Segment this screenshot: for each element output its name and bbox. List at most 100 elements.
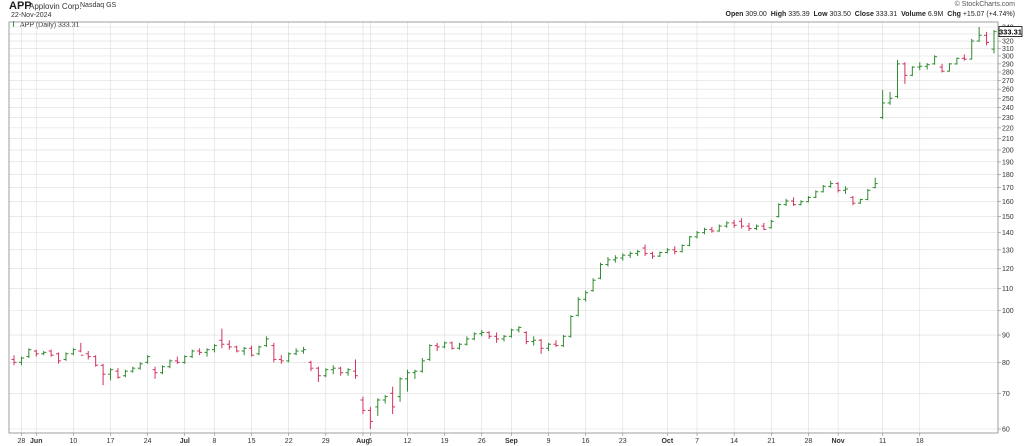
change-value: +15.07 (+4.74%) (962, 11, 1015, 18)
ohlc-bar (598, 262, 604, 280)
ohlc-bar (263, 336, 269, 347)
x-tick-label: 7 (695, 438, 699, 445)
ohlc-bar (18, 356, 24, 366)
y-tick-label: 280 (1002, 69, 1014, 76)
x-tick-label: 26 (478, 438, 486, 445)
ohlc-bar (813, 190, 819, 199)
x-tick-label: 12 (404, 438, 412, 445)
ohlc-bar (397, 377, 403, 402)
volume-label: Volume (901, 11, 926, 18)
ticker-symbol: APP (9, 0, 32, 12)
high-label: High (770, 11, 787, 18)
ohlc-bar (278, 355, 284, 364)
ohlc-bar (538, 338, 544, 354)
ohlc-bar (375, 398, 381, 416)
ohlc-bar (345, 368, 351, 376)
ohlc-bar (568, 315, 574, 338)
x-tick-label: 23 (619, 438, 627, 445)
ohlc-bar (26, 348, 32, 359)
ohlc-bar (969, 38, 975, 60)
ohlc-bar (353, 359, 359, 379)
ohlc-bar (605, 257, 611, 267)
y-tick-label: 210 (1002, 136, 1014, 143)
ohlc-bar (471, 332, 477, 341)
ohlc-bar (746, 222, 752, 231)
last-price-box (998, 26, 1023, 38)
ohlc-bar-icon (13, 21, 18, 27)
y-tick-label: 150 (1002, 214, 1014, 221)
ohlc-bar (100, 363, 106, 386)
ohlc-bar (961, 54, 967, 61)
y-tick-label: 320 (1002, 39, 1014, 46)
ohlc-bar (791, 197, 797, 207)
ohlc-bar (338, 366, 344, 376)
ohlc-bar (286, 352, 292, 363)
ohlc-bar (984, 31, 990, 46)
x-tick-label: Sep (505, 438, 518, 445)
ohlc-bar (226, 340, 232, 350)
ohlc-bar (649, 251, 655, 259)
ohlc-bar (174, 356, 180, 364)
ohlc-bar (627, 251, 633, 258)
ohlc-bar (256, 345, 262, 356)
ohlc-bar (924, 63, 930, 70)
x-tick-label: Jun (30, 438, 42, 445)
x-tick-label: 15 (248, 438, 256, 445)
ohlc-bar (508, 328, 514, 338)
ohlc-bar (731, 219, 737, 228)
ohlc-bar (167, 359, 173, 369)
y-tick-label: 120 (1002, 266, 1014, 273)
ohlc-bar (976, 27, 982, 42)
ohlc-bar (687, 235, 693, 247)
ohlc-bar (694, 230, 700, 239)
x-tick-label: 5 (368, 438, 372, 445)
ohlc-bar (835, 182, 841, 193)
company-name: Applovin Corp. (29, 2, 82, 11)
ohlc-bar (367, 406, 373, 429)
y-tick-label: 100 (1002, 308, 1014, 315)
y-tick-label: 70 (1002, 391, 1010, 398)
change-label: Chg (947, 11, 961, 18)
ohlc-bar (612, 255, 618, 263)
ohlc-bar (657, 251, 663, 258)
low-value: 303.50 (829, 11, 851, 18)
ohlc-bar (122, 369, 128, 378)
ohlc-bar (382, 394, 388, 404)
ohlc-bar (219, 328, 225, 349)
series-legend: APP (Daily) 333.31 (13, 21, 79, 29)
y-tick-label: 220 (1002, 125, 1014, 132)
ohlc-bar (701, 227, 707, 235)
x-tick-label: 9 (547, 438, 551, 445)
ohlc-bar (323, 368, 329, 378)
ohlc-bar (360, 396, 366, 415)
ohlc-bar (902, 62, 908, 84)
open-value: 309.00 (745, 11, 767, 18)
y-tick-label: 200 (1002, 147, 1014, 154)
ohlc-bar (672, 246, 678, 255)
ohlc-bar (442, 341, 448, 349)
x-tick-label: 18 (916, 438, 924, 445)
ohlc-bar (843, 186, 849, 194)
volume-value: 6.9M (927, 11, 944, 18)
y-tick-label: 80 (1002, 360, 1010, 367)
ohlc-bar (434, 342, 440, 352)
ohlc-bar (531, 336, 537, 346)
ohlc-bar (776, 203, 782, 218)
ohlc-bar (768, 219, 774, 229)
y-tick-label: 170 (1002, 185, 1014, 192)
x-tick-label: 11 (879, 438, 886, 445)
ohlc-bar (783, 198, 789, 207)
ohlc-bar (70, 348, 76, 356)
ohlc-bar (137, 362, 143, 370)
ohlc-bar (204, 348, 210, 357)
ohlc-bar (419, 358, 425, 373)
ohlc-bar (991, 30, 997, 54)
close-label: Close (854, 11, 874, 18)
ohlc-bar (486, 331, 492, 339)
ohlc-bar (679, 244, 685, 253)
high-value: 335.39 (788, 11, 810, 18)
ohlc-bar (798, 200, 804, 206)
ohlc-bar (932, 55, 938, 65)
ohlc-bar (553, 340, 559, 347)
ohlc-bar (887, 91, 893, 105)
